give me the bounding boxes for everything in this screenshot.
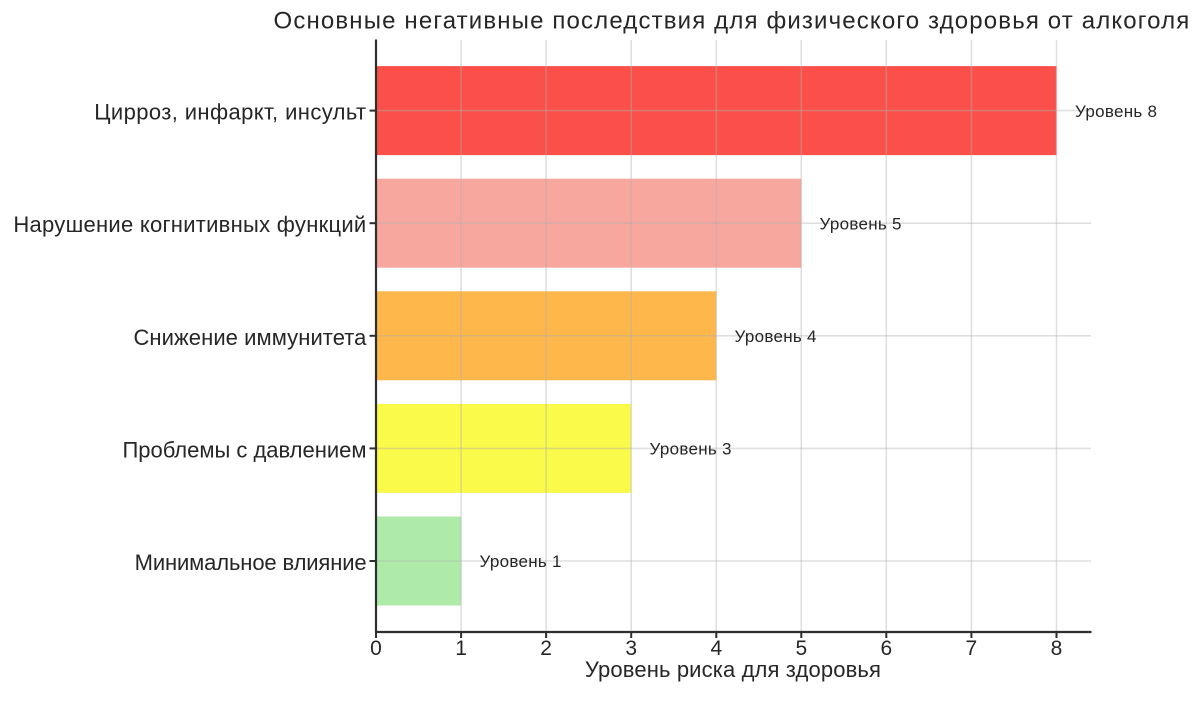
svg-text:4: 4 [710, 637, 722, 660]
svg-text:Снижение иммунитета: Снижение иммунитета [133, 325, 367, 350]
svg-text:0: 0 [370, 637, 382, 660]
svg-text:6: 6 [880, 637, 892, 660]
svg-text:2: 2 [540, 637, 552, 660]
svg-text:Уровень 1: Уровень 1 [480, 552, 562, 571]
svg-text:Нарушение когнитивных функций: Нарушение когнитивных функций [13, 212, 366, 237]
svg-text:5: 5 [795, 637, 807, 660]
svg-text:Уровень 8: Уровень 8 [1075, 102, 1157, 121]
svg-text:Уровень риска для здоровья: Уровень риска для здоровья [585, 657, 881, 682]
svg-text:1: 1 [455, 637, 467, 660]
svg-text:Уровень 3: Уровень 3 [650, 440, 732, 459]
svg-text:Минимальное влияние: Минимальное влияние [135, 550, 367, 575]
svg-text:3: 3 [625, 637, 637, 660]
svg-text:7: 7 [966, 637, 978, 660]
svg-text:Основные негативные последстви: Основные негативные последствия для физи… [274, 8, 1191, 35]
svg-text:Проблемы с давлением: Проблемы с давлением [122, 437, 366, 462]
svg-text:Уровень 4: Уровень 4 [735, 327, 817, 346]
svg-text:Цирроз, инфаркт, инсульт: Цирроз, инфаркт, инсульт [94, 100, 366, 125]
svg-text:8: 8 [1051, 637, 1063, 660]
svg-text:Уровень 5: Уровень 5 [820, 214, 902, 233]
